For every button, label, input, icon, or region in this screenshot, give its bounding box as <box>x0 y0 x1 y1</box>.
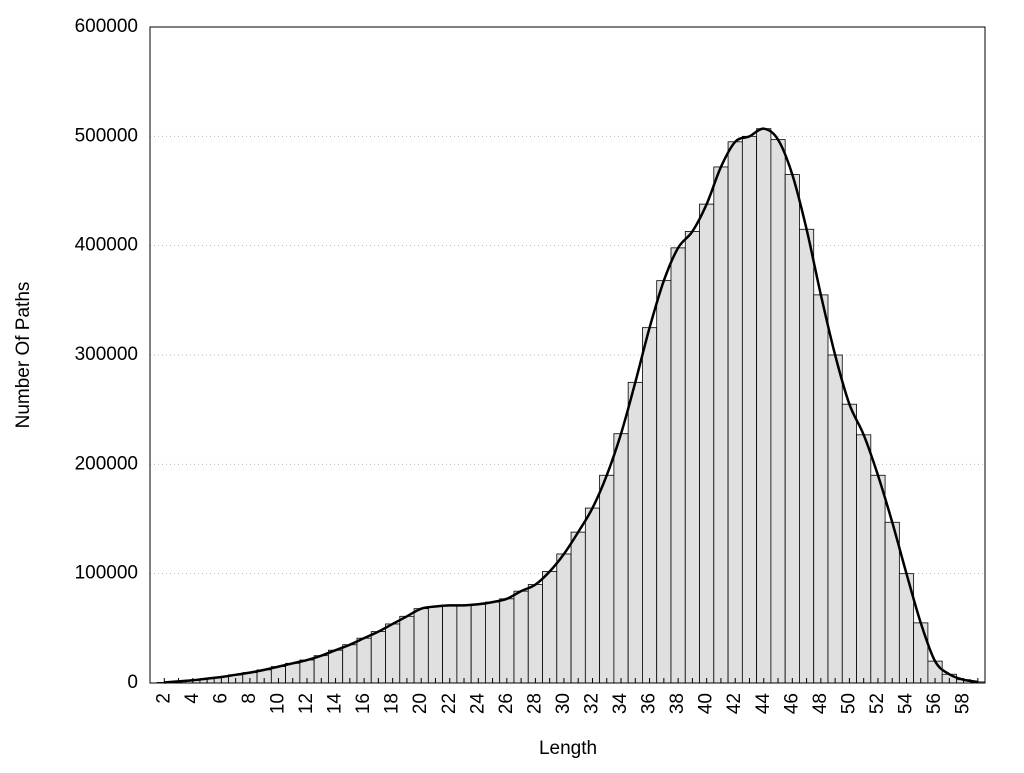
bar <box>485 601 501 684</box>
x-tick-label: 2 <box>153 693 174 704</box>
bar <box>841 403 857 684</box>
trend-line <box>164 127 979 684</box>
bar <box>570 531 586 684</box>
bar <box>584 507 601 684</box>
y-tick-label: 0 <box>127 672 138 693</box>
bar <box>413 608 429 684</box>
x-tick-label: 14 <box>325 693 346 715</box>
bar <box>770 139 786 684</box>
y-tick-label: 400000 <box>75 235 138 256</box>
bar <box>656 280 672 684</box>
x-tick-label: 34 <box>610 693 631 715</box>
bar <box>513 590 529 684</box>
x-tick-label: 22 <box>439 693 460 714</box>
bar <box>913 622 929 684</box>
x-tick-label: 44 <box>753 693 774 715</box>
bar <box>642 327 658 684</box>
plot-frame <box>149 26 986 684</box>
x-tick-label: 8 <box>239 693 260 704</box>
bar <box>670 247 686 684</box>
bar <box>442 604 458 684</box>
x-tick-label: 46 <box>781 693 802 714</box>
bar <box>542 571 558 684</box>
y-tick-label: 100000 <box>75 563 138 584</box>
bar <box>684 231 700 684</box>
bar <box>713 166 729 684</box>
bar <box>470 603 486 684</box>
x-tick-label: 42 <box>724 693 745 714</box>
x-tick-label: 4 <box>182 693 203 704</box>
bar <box>613 433 629 684</box>
x-tick-label: 56 <box>924 693 945 714</box>
x-tick-label: 48 <box>810 693 831 714</box>
y-tick-label: 200000 <box>75 453 138 474</box>
bar <box>527 584 543 684</box>
x-tick-label: 58 <box>953 693 974 714</box>
bar <box>399 615 415 684</box>
bar <box>884 521 900 684</box>
bar <box>556 553 572 684</box>
x-tick-label: 38 <box>667 693 688 714</box>
x-tick-label: 26 <box>496 693 517 714</box>
y-tick-label: 600000 <box>75 16 138 37</box>
bar <box>499 598 515 684</box>
y-axis-label: Number Of Paths <box>13 282 34 429</box>
bar <box>827 354 843 684</box>
x-tick-label: 10 <box>267 693 288 714</box>
bar <box>813 294 829 684</box>
bar <box>599 474 615 684</box>
x-tick-label: 30 <box>553 693 574 714</box>
y-tick-label: 300000 <box>75 344 138 365</box>
bar <box>427 606 444 684</box>
bar <box>856 434 872 684</box>
x-tick-label: 12 <box>296 693 317 714</box>
bar <box>870 474 886 684</box>
bar <box>741 135 758 684</box>
bar <box>756 128 772 684</box>
bar <box>456 604 472 684</box>
x-tick-label: 52 <box>867 693 888 714</box>
x-tick-label: 54 <box>896 693 917 715</box>
bar <box>799 228 815 684</box>
bar <box>385 623 401 684</box>
y-tick-label: 500000 <box>75 125 138 146</box>
bar <box>342 644 358 684</box>
bar <box>699 203 715 684</box>
bar <box>356 637 372 684</box>
x-tick-label: 40 <box>696 693 717 714</box>
bar <box>627 381 643 684</box>
x-tick-label: 16 <box>353 693 374 714</box>
x-tick-label: 28 <box>524 693 545 714</box>
x-tick-label: 50 <box>838 693 859 714</box>
x-tick-label: 24 <box>467 693 488 715</box>
bar <box>370 631 386 684</box>
x-tick-label: 6 <box>210 693 231 704</box>
x-tick-label: 36 <box>639 693 660 714</box>
bar <box>727 141 743 684</box>
x-tick-label: 32 <box>581 693 602 714</box>
x-tick-label: 20 <box>410 693 431 714</box>
x-axis-label: Length <box>539 738 597 759</box>
bar <box>784 174 800 684</box>
x-tick-label: 18 <box>382 693 403 714</box>
